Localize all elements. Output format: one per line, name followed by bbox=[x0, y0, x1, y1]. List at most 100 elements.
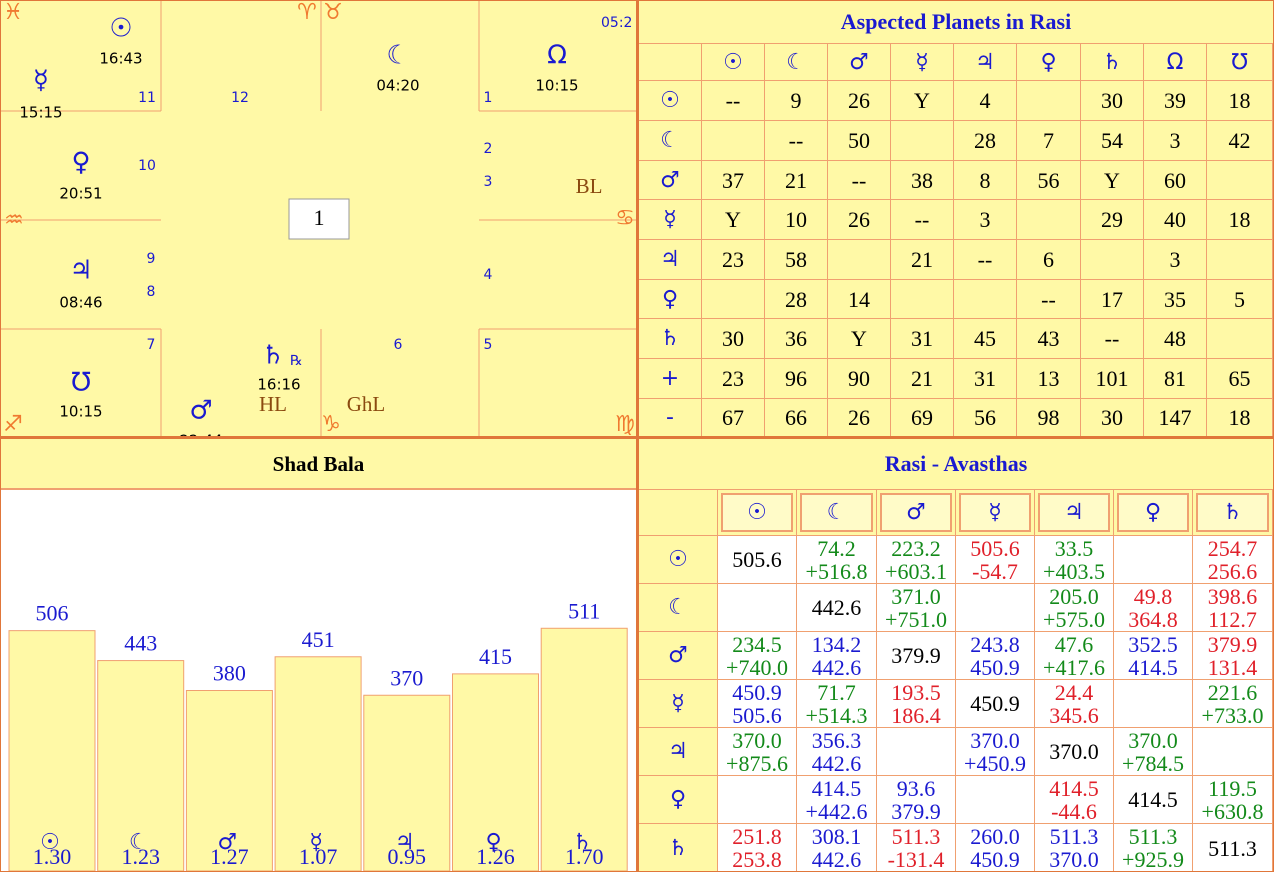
special-point: HL bbox=[259, 392, 287, 416]
aspect-cell: 13 bbox=[1017, 359, 1081, 399]
house-number: 1 bbox=[484, 90, 493, 106]
avastha-value: 223.2 bbox=[891, 535, 941, 561]
aspect-value: 54 bbox=[1101, 128, 1123, 153]
aspect-value: 14 bbox=[848, 286, 870, 312]
avastha-cell bbox=[956, 584, 1035, 632]
bar bbox=[540, 627, 628, 871]
aspect-value: 26 bbox=[848, 207, 870, 232]
aspect-cell: 60 bbox=[1144, 161, 1207, 200]
column-header: ♀ bbox=[1017, 43, 1081, 81]
row-header: ☾ bbox=[639, 121, 702, 161]
aspect-cell: 7 bbox=[1017, 121, 1081, 161]
avastha-value: 260.0 bbox=[970, 824, 1020, 849]
avastha-value: 442.6 bbox=[811, 847, 862, 872]
aspect-cell: -- bbox=[702, 81, 765, 121]
aspect-cell: 26 bbox=[828, 399, 891, 436]
aspect-cell: 3 bbox=[1144, 240, 1207, 280]
avastha-cell: 370.0 bbox=[1035, 728, 1114, 776]
avastha-cell: 414.5 bbox=[1114, 776, 1193, 824]
avastha-cell: 450.9 505.6 bbox=[718, 680, 797, 728]
header-box: ☉ bbox=[721, 493, 793, 532]
aspect-cell: 26 bbox=[828, 81, 891, 121]
house-number: 7 bbox=[147, 337, 156, 353]
row-header: ♄ bbox=[639, 319, 702, 359]
avastha-cell: 193.5 186.4 bbox=[877, 680, 956, 728]
avastha-cell: 221.6 +733.0 bbox=[1193, 680, 1273, 728]
category-label: ☾ bbox=[129, 830, 149, 855]
planet-symbol: ♃ bbox=[69, 256, 92, 286]
header-box: ♃ bbox=[1038, 493, 1110, 532]
planet-symbol: ☿ bbox=[33, 66, 49, 96]
planet-symbol: ☾ bbox=[786, 49, 806, 75]
aspect-value: -- bbox=[977, 247, 993, 272]
avastha-value: -131.4 bbox=[887, 847, 945, 872]
avastha-cell bbox=[877, 728, 956, 776]
row-header: ☿ bbox=[639, 680, 718, 728]
column-header: ♃ bbox=[1035, 489, 1114, 536]
planet-symbol: ☉ bbox=[109, 14, 132, 44]
avastha-value: 370.0 bbox=[1049, 739, 1099, 764]
bar bbox=[8, 630, 96, 871]
aspect-value: 36 bbox=[785, 326, 807, 351]
avastha-cell: 511.3 370.0 bbox=[1035, 824, 1114, 871]
planet-symbol: ♂ bbox=[668, 643, 688, 668]
avastha-value: +925.9 bbox=[1122, 847, 1184, 872]
avastha-cell: 260.0 450.9 bbox=[956, 824, 1035, 872]
house-number: 5 bbox=[484, 337, 493, 353]
avastha-cell: 352.5 414.5 bbox=[1114, 632, 1193, 680]
category-label: ☉ bbox=[40, 830, 60, 855]
avastha-cell bbox=[718, 584, 797, 632]
avastha-value: -54.7 bbox=[972, 558, 1018, 584]
aspect-value: 18 bbox=[1228, 405, 1251, 430]
avastha-value: 450.9 bbox=[970, 847, 1020, 872]
avastha-value: +514.3 bbox=[805, 702, 868, 728]
aspect-cell bbox=[954, 280, 1017, 319]
planet-time: 20:51 bbox=[59, 185, 102, 203]
aspect-cell: 96 bbox=[765, 359, 828, 399]
avastha-value: 308.1 bbox=[811, 824, 862, 849]
planet-symbol: ♀ bbox=[669, 787, 687, 812]
avastha-value: 254.7 bbox=[1207, 535, 1258, 561]
avastha-cell: 505.6 -54.7 bbox=[956, 536, 1035, 584]
avastha-value: 442.6 bbox=[811, 654, 862, 680]
shad-bala-chart: 506 ☉1.30 443 ☾1.23 380 ♂1.27 451 ☿1.07 370 ♃0.95… bbox=[8, 598, 628, 871]
avastha-value: 505.6 bbox=[732, 547, 782, 572]
aspect-cell: 56 bbox=[954, 399, 1017, 436]
avastha-cell: 24.4 345.6 bbox=[1035, 680, 1114, 728]
aspect-cell bbox=[1017, 81, 1081, 121]
ratio-label: 1.07 bbox=[299, 844, 338, 869]
aspect-cell: Y bbox=[702, 200, 765, 240]
aspect-value: 3 bbox=[979, 207, 991, 232]
aspect-cell: 98 bbox=[1017, 399, 1081, 436]
aspect-value: Y bbox=[851, 326, 867, 351]
avastha-cell: 134.2 442.6 bbox=[797, 632, 877, 680]
aspect-value: 5 bbox=[1234, 286, 1245, 312]
house-number: 10 bbox=[138, 158, 156, 174]
avastha-value: 414.5 bbox=[811, 775, 862, 801]
aspect-cell: 14 bbox=[828, 280, 891, 319]
avastha-value: +403.5 bbox=[1043, 558, 1105, 584]
avastha-value: +575.0 bbox=[1043, 606, 1105, 632]
planet-symbol: ♀ bbox=[1040, 49, 1057, 75]
special-point: BL bbox=[576, 174, 603, 198]
avastha-cell: 450.9 bbox=[956, 680, 1035, 728]
aspect-value: -- bbox=[914, 207, 930, 232]
value-label: 443 bbox=[124, 631, 157, 656]
aspect-cell bbox=[1017, 200, 1081, 240]
avasthas-panel: Rasi - Avasthas ☉ ☾ ♂ ☿ ♃ ♀ ♄ ☉ 505.6 74.2 +516.8 2… bbox=[638, 438, 1274, 872]
category-label: ♃ bbox=[395, 830, 415, 855]
avastha-value: +740.0 bbox=[726, 654, 788, 680]
aspect-cell: 18 bbox=[1207, 200, 1273, 240]
avastha-cell: 74.2 +516.8 bbox=[797, 536, 877, 584]
avastha-cell: 205.0 +575.0 bbox=[1035, 584, 1114, 632]
aspect-value: 17 bbox=[1101, 286, 1123, 312]
center-label: 1 bbox=[314, 205, 325, 230]
aspect-cell: 38 bbox=[891, 161, 954, 200]
avastha-value: 33.5 bbox=[1054, 535, 1094, 561]
planet-symbol: ☉ bbox=[747, 500, 767, 525]
avastha-value: +630.8 bbox=[1201, 798, 1264, 824]
aspect-cell: Y bbox=[828, 319, 891, 359]
house-number: 2 bbox=[484, 141, 493, 157]
avastha-value: 414.5 bbox=[1049, 775, 1099, 801]
row-header: - bbox=[639, 399, 702, 436]
